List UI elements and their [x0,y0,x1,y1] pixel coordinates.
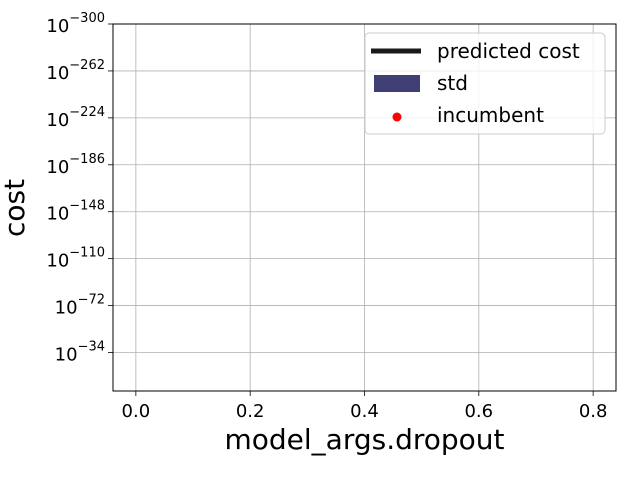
y-tick-label: 10−110 [46,246,105,272]
x-tick-label: 0.4 [350,401,379,422]
y-tick-label: 10−148 [46,199,105,225]
x-tick-label: 0.0 [122,401,151,422]
y-tick-label: 10−300 [46,11,105,37]
legend-label: std [437,71,468,95]
legend-label: incumbent [437,103,544,127]
y-tick-label: 10−34 [55,340,105,366]
x-tick-label: 0.6 [464,401,493,422]
x-tick-label: 0.2 [236,401,265,422]
y-tick-label: 10−186 [46,152,105,178]
y-axis-label: cost [0,179,31,237]
legend-band-swatch [374,75,420,92]
y-tick-label: 10−72 [55,293,105,319]
legend: predicted cost std incumbent [364,32,606,135]
y-tick-label: 10−224 [46,105,105,131]
legend-point-swatch [392,112,402,122]
legend-label: predicted cost [437,39,580,63]
y-tick-label: 10−262 [46,58,105,84]
x-axis-label: model_args.dropout [224,423,504,456]
y-axis-ticks: 10−34 10−72 10−110 10−148 10−186 10−224 10−262… [46,11,113,366]
legend-frame [364,32,606,135]
x-tick-label: 0.8 [579,401,608,422]
x-axis-ticks: 0.0 0.2 0.4 0.6 0.8 [122,391,608,422]
